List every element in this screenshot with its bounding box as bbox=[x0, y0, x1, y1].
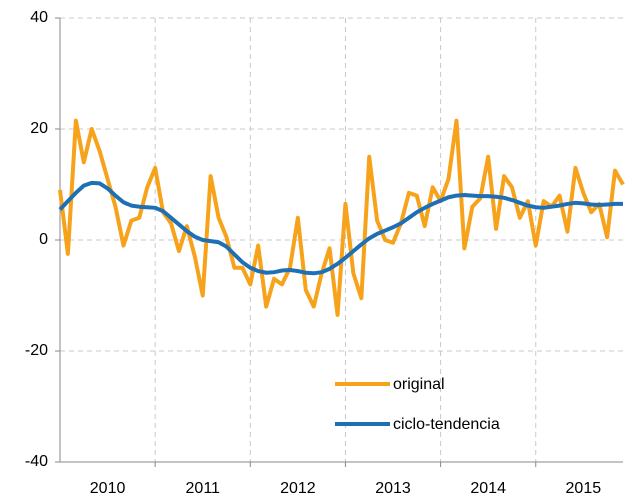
x-tick-label: 2013 bbox=[375, 480, 411, 497]
x-tick-label: 2012 bbox=[280, 480, 316, 497]
x-tick-label: 2015 bbox=[566, 480, 602, 497]
y-tick-label: 40 bbox=[30, 9, 48, 26]
y-tick-label: 0 bbox=[39, 231, 48, 248]
legend-label: ciclo-tendencia bbox=[393, 416, 500, 433]
y-tick-label: -20 bbox=[25, 342, 48, 359]
x-tick-label: 2010 bbox=[90, 480, 126, 497]
y-tick-label: 20 bbox=[30, 120, 48, 137]
x-tick-label: 2014 bbox=[470, 480, 506, 497]
x-tick-label: 2011 bbox=[186, 480, 221, 497]
series-line bbox=[58, 118, 625, 317]
y-tick-label: -40 bbox=[25, 453, 48, 470]
legend-label: original bbox=[393, 376, 445, 393]
series-line bbox=[58, 180, 623, 276]
